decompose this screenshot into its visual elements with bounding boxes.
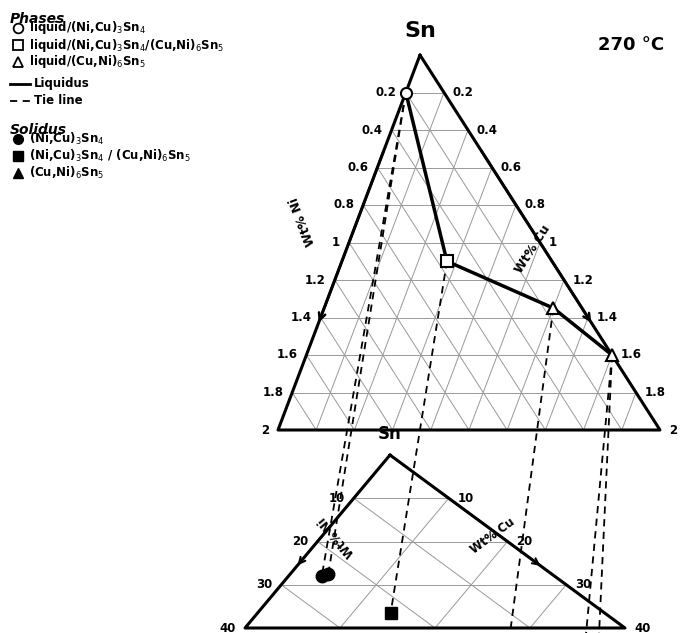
Text: 1: 1 [549, 236, 557, 249]
Text: 30: 30 [575, 579, 592, 591]
Text: 1: 1 [332, 236, 340, 249]
Text: 2: 2 [669, 423, 677, 437]
Text: 10: 10 [329, 492, 345, 505]
Text: 0.6: 0.6 [501, 161, 522, 174]
Text: 40: 40 [634, 622, 650, 633]
Text: liquid/(Ni,Cu)$_3$Sn$_4$: liquid/(Ni,Cu)$_3$Sn$_4$ [29, 20, 146, 37]
Text: 1.4: 1.4 [597, 311, 618, 324]
Text: Solidus: Solidus [10, 123, 67, 137]
Text: 20: 20 [516, 535, 533, 548]
Text: 20: 20 [292, 535, 308, 548]
Text: 0.8: 0.8 [333, 199, 354, 211]
Text: Phases: Phases [10, 12, 65, 26]
Text: 1.4: 1.4 [290, 311, 312, 324]
Text: 40: 40 [220, 622, 236, 633]
Text: 1.6: 1.6 [277, 349, 297, 361]
Text: Tie line: Tie line [34, 94, 83, 108]
Text: Wt% Cu: Wt% Cu [512, 222, 553, 275]
Text: 2: 2 [261, 423, 269, 437]
Text: (Ni,Cu)$_3$Sn$_4$: (Ni,Cu)$_3$Sn$_4$ [29, 131, 105, 147]
Text: 1.2: 1.2 [305, 273, 326, 287]
Text: liquid/(Cu,Ni)$_6$Sn$_5$: liquid/(Cu,Ni)$_6$Sn$_5$ [29, 54, 146, 70]
Text: 0.2: 0.2 [453, 86, 474, 99]
Text: (Cu,Ni)$_6$Sn$_5$: (Cu,Ni)$_6$Sn$_5$ [29, 165, 104, 181]
Text: 30: 30 [256, 579, 272, 591]
Text: 1.6: 1.6 [621, 349, 642, 361]
Text: 1.8: 1.8 [645, 386, 666, 399]
Text: 270 °C: 270 °C [598, 36, 664, 54]
Text: 1.8: 1.8 [262, 386, 283, 399]
Text: Wt% Cu: Wt% Cu [468, 515, 517, 556]
Text: liquid/(Ni,Cu)$_3$Sn$_4$/(Cu,Ni)$_6$Sn$_5$: liquid/(Ni,Cu)$_3$Sn$_4$/(Cu,Ni)$_6$Sn$_… [29, 37, 225, 54]
Text: 1.2: 1.2 [573, 273, 594, 287]
Text: 0.2: 0.2 [376, 86, 397, 99]
Text: 0.4: 0.4 [477, 123, 498, 137]
Text: (Ni,Cu)$_3$Sn$_4$ / (Cu,Ni)$_6$Sn$_5$: (Ni,Cu)$_3$Sn$_4$ / (Cu,Ni)$_6$Sn$_5$ [29, 148, 191, 164]
Text: 0.8: 0.8 [525, 199, 546, 211]
Text: Wt% Ni: Wt% Ni [316, 514, 357, 560]
Text: 10: 10 [458, 492, 474, 505]
Text: 0.4: 0.4 [362, 123, 383, 137]
Text: 0.6: 0.6 [347, 161, 369, 174]
Text: Sn: Sn [404, 21, 436, 41]
Text: Sn: Sn [378, 425, 402, 443]
Text: Wt% Ni: Wt% Ni [288, 196, 318, 248]
Text: Liquidus: Liquidus [34, 77, 90, 91]
